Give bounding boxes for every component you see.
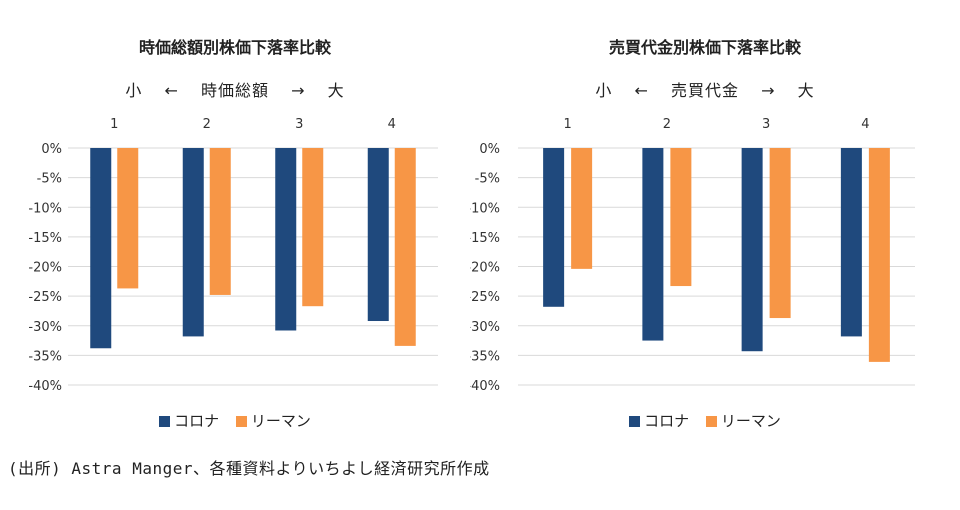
legend-label-corona: コロナ (174, 412, 220, 430)
bar-lehman (209, 148, 231, 295)
legend: コロナ リーマン (0, 410, 470, 431)
y-tick-label: -25% (28, 290, 62, 305)
source-note: (出所) Astra Manger、各種資料よりいちよし経済研究所作成 (8, 459, 490, 478)
x-tick-label: 1 (563, 117, 571, 132)
legend-label-lehman: リーマン (720, 412, 781, 430)
bar-corona (182, 148, 204, 337)
legend-item-corona: コロナ (159, 410, 219, 431)
legend-label-lehman: リーマン (250, 412, 311, 430)
x-tick-label: 4 (388, 117, 396, 132)
y-tick-label: -35% (470, 349, 500, 364)
subtitle-large: 大 (327, 81, 345, 100)
legend-swatch-corona (159, 416, 171, 427)
y-tick-label: 0% (41, 142, 62, 157)
chart-title: 時価総額別株価下落率比較 (138, 38, 331, 57)
chart-subtitle: 小 ← 時価総額 → 大 (0, 77, 470, 101)
chart-title: 売買代金別株価下落率比較 (608, 38, 801, 57)
bar-chart: 0% -5% -10% -15% -20% -25% -30% -35% -40% 1 2 3 4 (28, 117, 438, 394)
bar-corona (275, 148, 297, 331)
bar-corona (741, 148, 763, 352)
y-tick-label: -20% (470, 261, 500, 276)
bar-corona (90, 148, 112, 349)
legend-swatch-lehman (705, 416, 717, 427)
legend-label-corona: コロナ (644, 412, 690, 430)
x-tick-label: 3 (762, 117, 770, 132)
left-arrow-icon: ← (164, 81, 179, 100)
legend-swatch-lehman (235, 416, 247, 427)
subtitle-small: 小 (125, 81, 143, 100)
bar-corona (367, 148, 389, 322)
x-tick-label: 1 (110, 117, 118, 132)
bar-corona (543, 148, 565, 307)
x-tick-label: 3 (295, 117, 303, 132)
y-tick-label: -10% (28, 201, 62, 216)
y-tick-label: -5% (475, 172, 500, 187)
bar-chart: 0% -5% -10% -15% -20% -25% -30% -35% -40% 1 2 3 4 (470, 117, 915, 394)
y-tick-label: -25% (470, 290, 500, 305)
x-tick-label: 4 (861, 117, 869, 132)
y-tick-label: -30% (470, 320, 500, 335)
legend-item-lehman: リーマン (705, 410, 781, 431)
y-tick-label: -5% (37, 172, 62, 187)
left-arrow-icon: ← (634, 81, 649, 100)
y-tick-label: -40% (470, 379, 500, 394)
bar-corona (642, 148, 664, 341)
bar-lehman (868, 148, 890, 362)
legend: コロナ リーマン (470, 410, 940, 431)
bar-lehman (117, 148, 139, 289)
subtitle-small: 小 (595, 81, 613, 100)
chart-panel-market-cap: 時価総額別株価下落率比較 小 ← 時価総額 → 大 0% -5% -10% -15% -… (0, 0, 470, 440)
chart-subtitle: 小 ← 売買代金 → 大 (470, 77, 940, 101)
right-arrow-icon: → (291, 81, 306, 100)
legend-item-corona: コロナ (629, 410, 689, 431)
y-tick-label: 0% (479, 142, 500, 157)
y-tick-label: -10% (470, 201, 500, 216)
bar-lehman (571, 148, 593, 269)
bar-corona (840, 148, 862, 337)
y-tick-label: -20% (28, 261, 62, 276)
x-tick-label: 2 (663, 117, 671, 132)
y-tick-label: -30% (28, 320, 62, 335)
x-tick-label: 2 (203, 117, 211, 132)
bar-lehman (670, 148, 692, 287)
right-arrow-icon: → (761, 81, 776, 100)
y-tick-label: -15% (28, 231, 62, 246)
y-tick-label: -15% (470, 231, 500, 246)
bar-lehman (394, 148, 416, 346)
y-tick-label: -40% (28, 379, 62, 394)
subtitle-large: 大 (797, 81, 815, 100)
bar-lehman (769, 148, 791, 319)
legend-item-lehman: リーマン (235, 410, 311, 431)
bar-lehman (302, 148, 324, 307)
y-tick-label: -35% (28, 349, 62, 364)
subtitle-label: 時価総額 (200, 81, 269, 100)
chart-panel-trading-value: 売買代金別株価下落率比較 小 ← 売買代金 → 大 0% -5% -10% -15% -… (470, 0, 940, 440)
legend-swatch-corona (629, 416, 641, 427)
subtitle-label: 売買代金 (670, 81, 739, 100)
